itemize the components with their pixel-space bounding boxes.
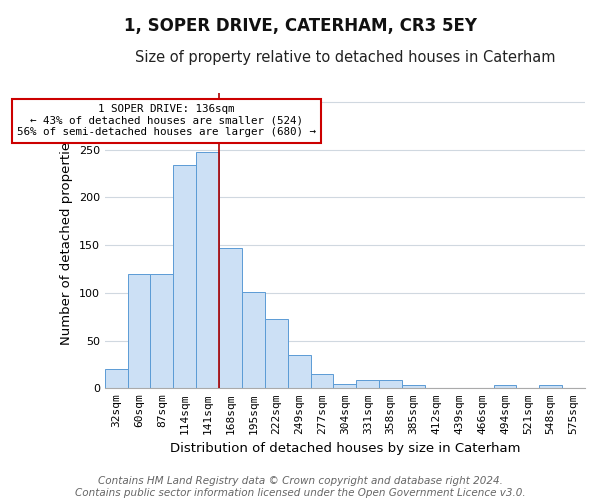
Bar <box>334 384 356 388</box>
Bar <box>105 369 128 388</box>
Text: 1 SOPER DRIVE: 136sqm
← 43% of detached houses are smaller (524)
56% of semi-det: 1 SOPER DRIVE: 136sqm ← 43% of detached … <box>17 104 316 137</box>
Bar <box>173 165 196 388</box>
Bar <box>242 292 265 388</box>
Bar <box>219 248 242 388</box>
Bar <box>356 380 379 388</box>
Bar <box>151 274 173 388</box>
Bar <box>402 386 425 388</box>
Title: Size of property relative to detached houses in Caterham: Size of property relative to detached ho… <box>134 50 555 65</box>
Bar <box>128 274 151 388</box>
Text: 1, SOPER DRIVE, CATERHAM, CR3 5EY: 1, SOPER DRIVE, CATERHAM, CR3 5EY <box>124 18 476 36</box>
Bar <box>196 152 219 388</box>
Text: Contains HM Land Registry data © Crown copyright and database right 2024.
Contai: Contains HM Land Registry data © Crown c… <box>74 476 526 498</box>
Bar <box>494 386 517 388</box>
Y-axis label: Number of detached properties: Number of detached properties <box>60 136 73 346</box>
Bar <box>539 386 562 388</box>
X-axis label: Distribution of detached houses by size in Caterham: Distribution of detached houses by size … <box>170 442 520 455</box>
Bar <box>265 318 287 388</box>
Bar <box>287 355 311 388</box>
Bar <box>379 380 402 388</box>
Bar <box>311 374 334 388</box>
